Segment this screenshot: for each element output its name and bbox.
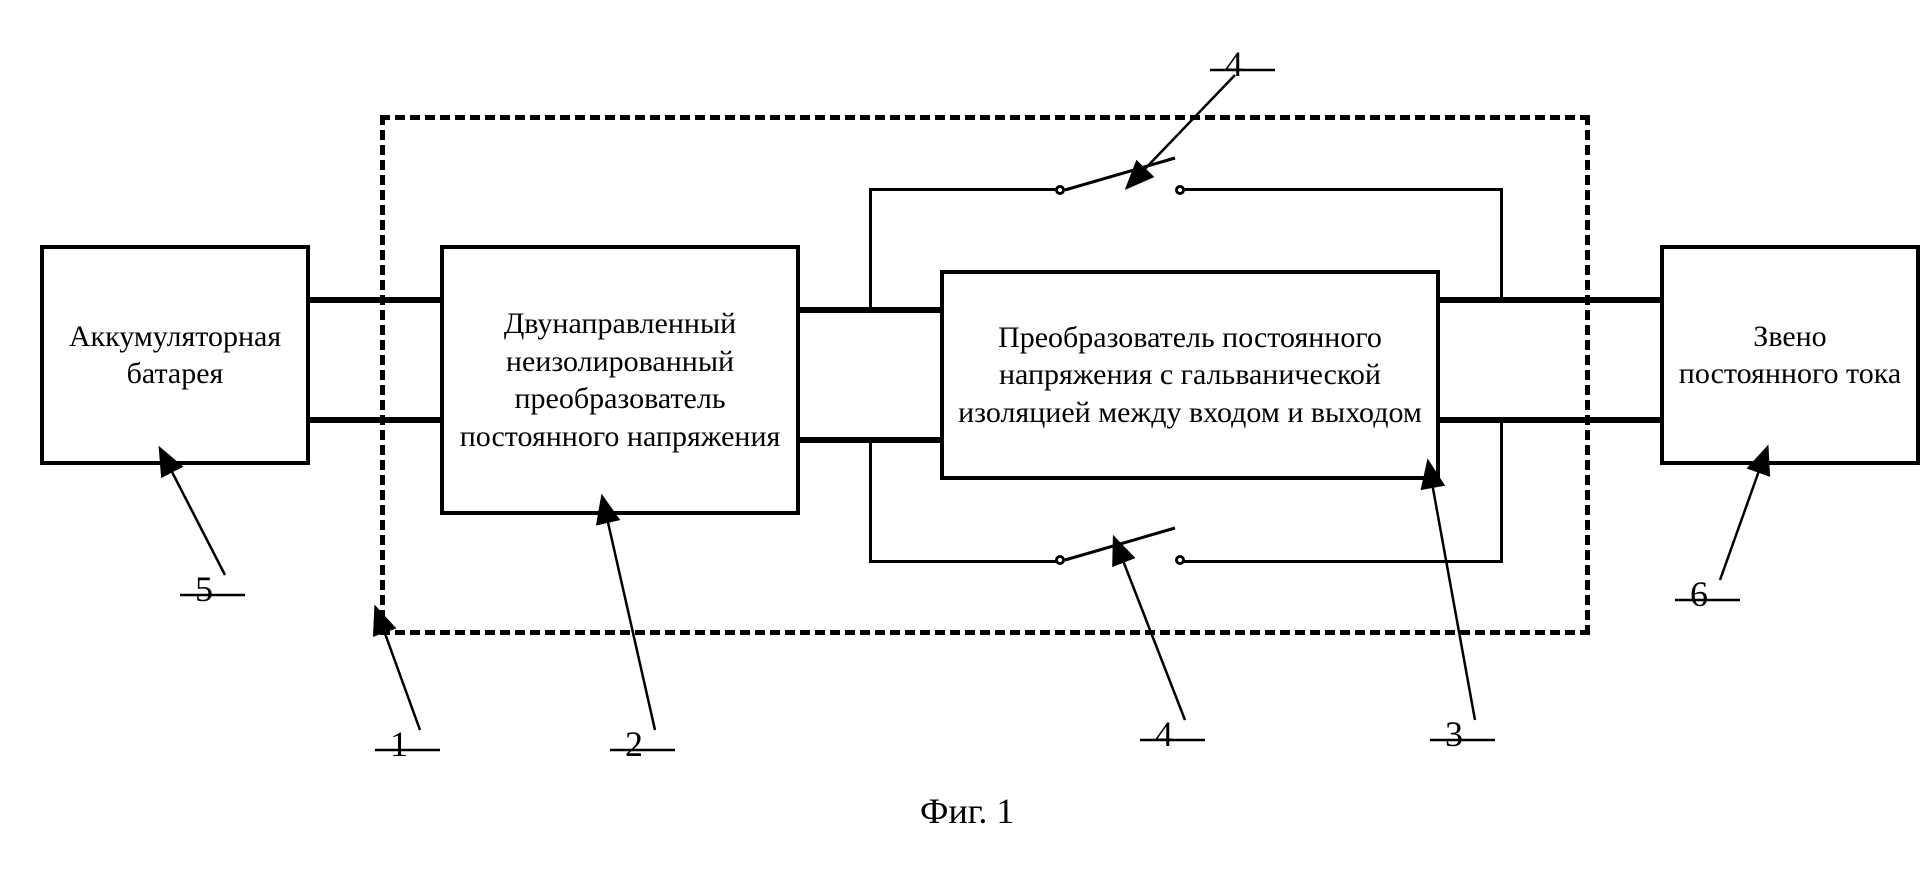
figure-canvas: Аккумуляторная батарея Двунаправленный н…: [20, 20, 1923, 852]
ref-num-6: 6: [1690, 573, 1708, 615]
ref-arrow-6: [20, 20, 1923, 852]
figure-caption: Фиг. 1: [920, 790, 1014, 832]
